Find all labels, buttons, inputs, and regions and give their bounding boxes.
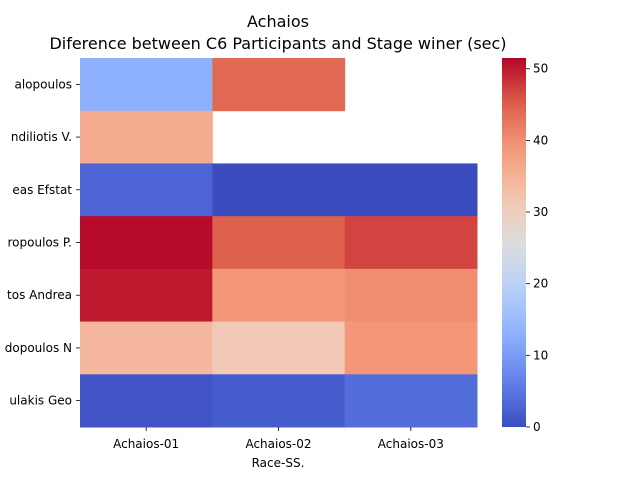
y-tick-label: eas Efstat: [12, 183, 72, 197]
heatmap-cell: [80, 374, 213, 428]
x-axis: Achaios-01 Achaios-02 Achaios-03: [113, 427, 444, 451]
colorbar-tick-label: 30: [533, 205, 548, 219]
y-tick-label: ulakis Geo: [9, 394, 72, 408]
x-tick-label: Achaios-02: [245, 437, 311, 451]
chart-subtitle: Diference between C6 Participants and St…: [49, 34, 506, 53]
y-tick-label: tos Andrea: [7, 288, 72, 302]
chart-title: Achaios: [247, 12, 309, 31]
colorbar-tick-label: 0: [533, 420, 541, 434]
colorbar-tick-label: 10: [533, 348, 548, 362]
heatmap-cell: [80, 163, 213, 217]
x-axis-label: Race-SS.: [252, 456, 305, 470]
colorbar-ticks: 0 10 20 30 40 50: [526, 62, 548, 434]
y-tick-label: dopoulos N: [5, 341, 72, 355]
heatmap-cell: [344, 268, 478, 323]
y-tick-label: ndiliotis V.: [11, 130, 72, 144]
heatmap-cell: [80, 58, 213, 112]
y-tick-label: ropoulos P.: [8, 236, 73, 250]
heatmap-cell: [80, 321, 213, 375]
heatmap-cell: [212, 58, 346, 112]
heatmap-cell: [212, 268, 346, 323]
x-tick-label: Achaios-01: [113, 437, 179, 451]
heatmap-cell: [80, 110, 213, 164]
colorbar-tick-label: 40: [533, 133, 548, 147]
heatmap-cell: [344, 216, 478, 270]
heatmap-cell: [212, 321, 346, 375]
heatmap-cell: [344, 321, 478, 375]
heatmap-cell: [80, 216, 213, 270]
y-tick-label: alopoulos: [14, 77, 72, 91]
x-tick-label: Achaios-03: [378, 437, 444, 451]
heatmap-cell: [80, 268, 213, 323]
colorbar-tick-label: 50: [533, 62, 548, 76]
colorbar-tick-label: 20: [533, 277, 548, 291]
heatmap-cell: [212, 374, 346, 428]
heatmap-cell: [344, 163, 478, 217]
heatmap-cells: [80, 58, 478, 428]
heatmap-cell: [212, 163, 346, 217]
heatmap-cell: [344, 374, 478, 428]
y-axis: alopoulos ndiliotis V. eas Efstat ropoulos…: [5, 77, 80, 408]
heatmap-cell: [212, 216, 346, 270]
colorbar: [502, 58, 526, 427]
